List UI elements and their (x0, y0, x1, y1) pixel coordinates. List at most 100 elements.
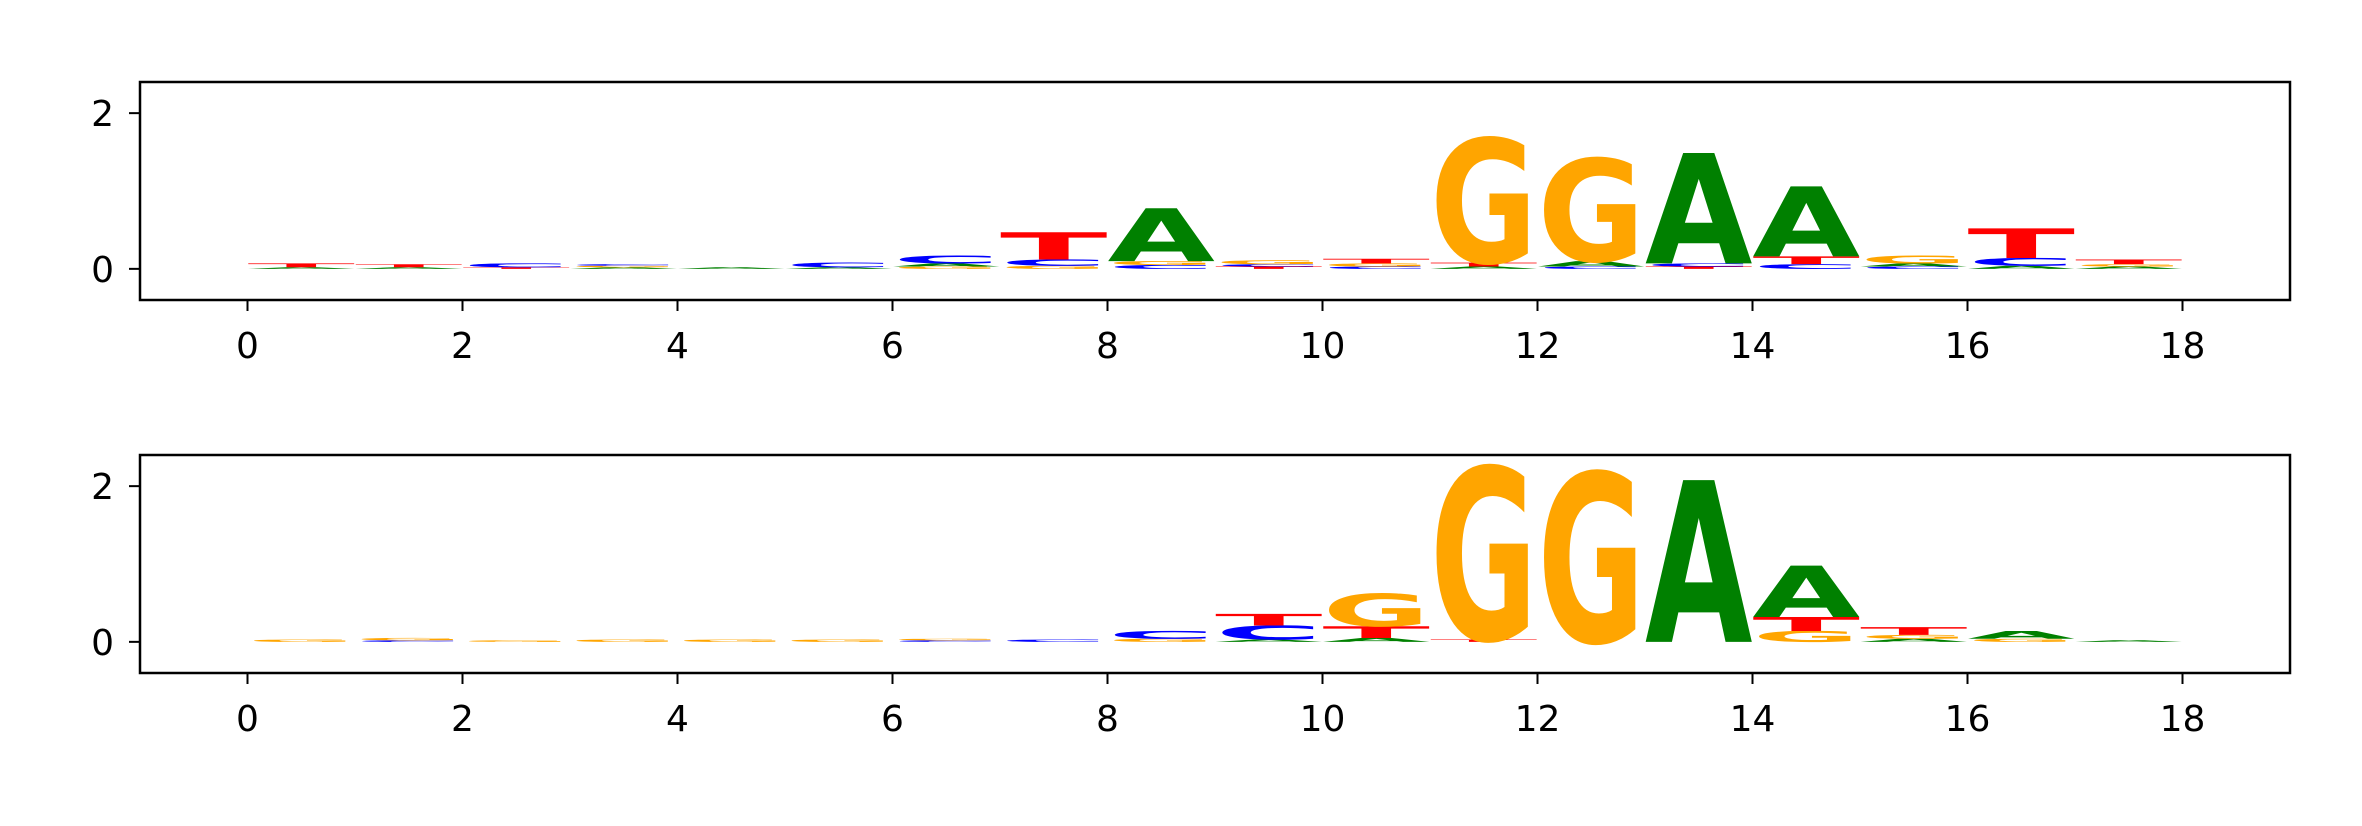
logo-letter-A: A (1968, 265, 2075, 270)
logo-letter-G: G (1215, 259, 1322, 265)
y-tick-label: 0 (91, 250, 114, 291)
logo-letter-C: C (893, 254, 1000, 266)
y-tick-label: 2 (91, 467, 114, 508)
logo-letter-C: C (1968, 256, 2075, 268)
logo-letter-A: A (1215, 639, 1322, 643)
logo-letter-A: A (1430, 266, 1537, 270)
x-tick-label: 14 (1730, 699, 1776, 740)
logo-letter-G: G (893, 638, 1000, 640)
x-tick-label: 0 (236, 699, 259, 740)
logo-letter-C: C (893, 640, 1000, 642)
logo-letter-G: G (355, 637, 462, 641)
logo-letter-T: T (1000, 225, 1107, 268)
x-tick-label: 18 (2160, 699, 2206, 740)
logo-letter-A: A (248, 267, 355, 269)
logo-letter-C: C (1000, 639, 1107, 643)
logo-letter-C: C (570, 264, 677, 266)
logo-letter-A: A (570, 267, 677, 269)
x-tick-label: 10 (1300, 326, 1346, 367)
logo-letter-T: T (1323, 623, 1430, 642)
x-tick-label: 14 (1730, 326, 1776, 367)
logo-letter-C: C (1108, 264, 1215, 270)
logo-letter-A: A (2075, 266, 2182, 270)
axes-frame (138, 453, 2292, 675)
logo-letter-G: G (1860, 634, 1967, 640)
x-tick-label: 4 (666, 326, 689, 367)
x-tick-label: 16 (1945, 699, 1991, 740)
logo-letter-A: A (2075, 640, 2182, 642)
logo-letter-C: C (463, 262, 570, 268)
logo-letter-G: G (1430, 420, 1537, 696)
logo-letter-C: C (785, 261, 892, 268)
logo-letter-T: T (355, 263, 462, 268)
logo-letter-A: A (1860, 263, 1967, 268)
logo-letter-G: G (1323, 263, 1430, 268)
logo-letter-A: A (785, 267, 892, 269)
logo-letter-G: G (1430, 104, 1537, 303)
x-tick-label: 4 (666, 699, 689, 740)
logo-letter-T: T (1430, 262, 1537, 268)
logo-letter-A: A (1108, 194, 1216, 278)
x-tick-label: 8 (1096, 699, 1119, 740)
logo-letter-C: C (1753, 263, 1860, 270)
x-tick-label: 18 (2160, 326, 2206, 367)
logo-letter-A: A (1323, 637, 1430, 643)
logo-letter-G: G (463, 640, 570, 642)
logo-letter-C: C (1215, 264, 1322, 268)
logo-letter-A: A (1645, 124, 1752, 300)
logo-letter-G: G (1108, 260, 1215, 266)
logo-letter-G: G (248, 639, 355, 643)
logo-letter-G: G (1538, 427, 1645, 697)
logo-letter-T: T (1753, 254, 1860, 266)
logo-letter-T: T (248, 262, 355, 268)
logo-letter-T: T (1215, 611, 1322, 630)
logo-letter-A: A (1968, 629, 2075, 641)
x-tick-label: 0 (236, 326, 259, 367)
logo-letter-G: G (570, 265, 677, 267)
logo-letter-G: G (2075, 264, 2182, 268)
logo-letter-A: A (678, 267, 785, 269)
logo-letter-T: T (1753, 613, 1861, 635)
x-tick-label: 6 (881, 326, 904, 367)
logo-letter-G: G (1108, 638, 1215, 643)
logo-letter-T: T (1645, 266, 1752, 270)
logo-letter-T: T (1968, 221, 2075, 268)
logo-letter-T: T (1860, 625, 1967, 637)
x-tick-label: 10 (1300, 699, 1346, 740)
logo-letter-T: T (463, 267, 570, 269)
y-tick-label: 2 (91, 94, 114, 135)
y-tick-label: 0 (91, 623, 114, 664)
logo-letter-C: C (1000, 258, 1108, 268)
logo-letter-A: A (1645, 436, 1752, 695)
x-tick-label: 2 (451, 326, 474, 367)
logo-letter-C: C (1860, 266, 1967, 270)
axes-frame (138, 80, 2292, 302)
logo-letter-A: A (1860, 638, 1967, 643)
logo-letter-C: C (355, 640, 462, 642)
x-tick-label: 12 (1515, 699, 1561, 740)
logo-letter-T: T (1430, 639, 1537, 643)
logo-letter-C: C (1323, 266, 1430, 270)
logo-letter-G: G (1000, 265, 1107, 270)
logo-letter-G: G (570, 639, 677, 643)
logo-letter-A: A (1538, 260, 1645, 269)
x-tick-label: 16 (1945, 326, 1991, 367)
logo-letter-G: G (1753, 628, 1860, 645)
logo-letter-T: T (1323, 257, 1430, 264)
logo-letter-G: G (893, 266, 1000, 270)
logo-letter-A: A (893, 263, 1000, 268)
logo-letter-A: A (355, 267, 462, 269)
logo-letter-C: C (1215, 622, 1323, 644)
logo-letter-A: A (1753, 168, 1860, 280)
logo-letter-C: C (1538, 266, 1645, 270)
x-tick-label: 6 (881, 699, 904, 740)
logo-letter-C: C (1645, 263, 1753, 268)
logo-letter-G: G (785, 639, 892, 643)
logo-letter-G: G (1968, 638, 2075, 643)
